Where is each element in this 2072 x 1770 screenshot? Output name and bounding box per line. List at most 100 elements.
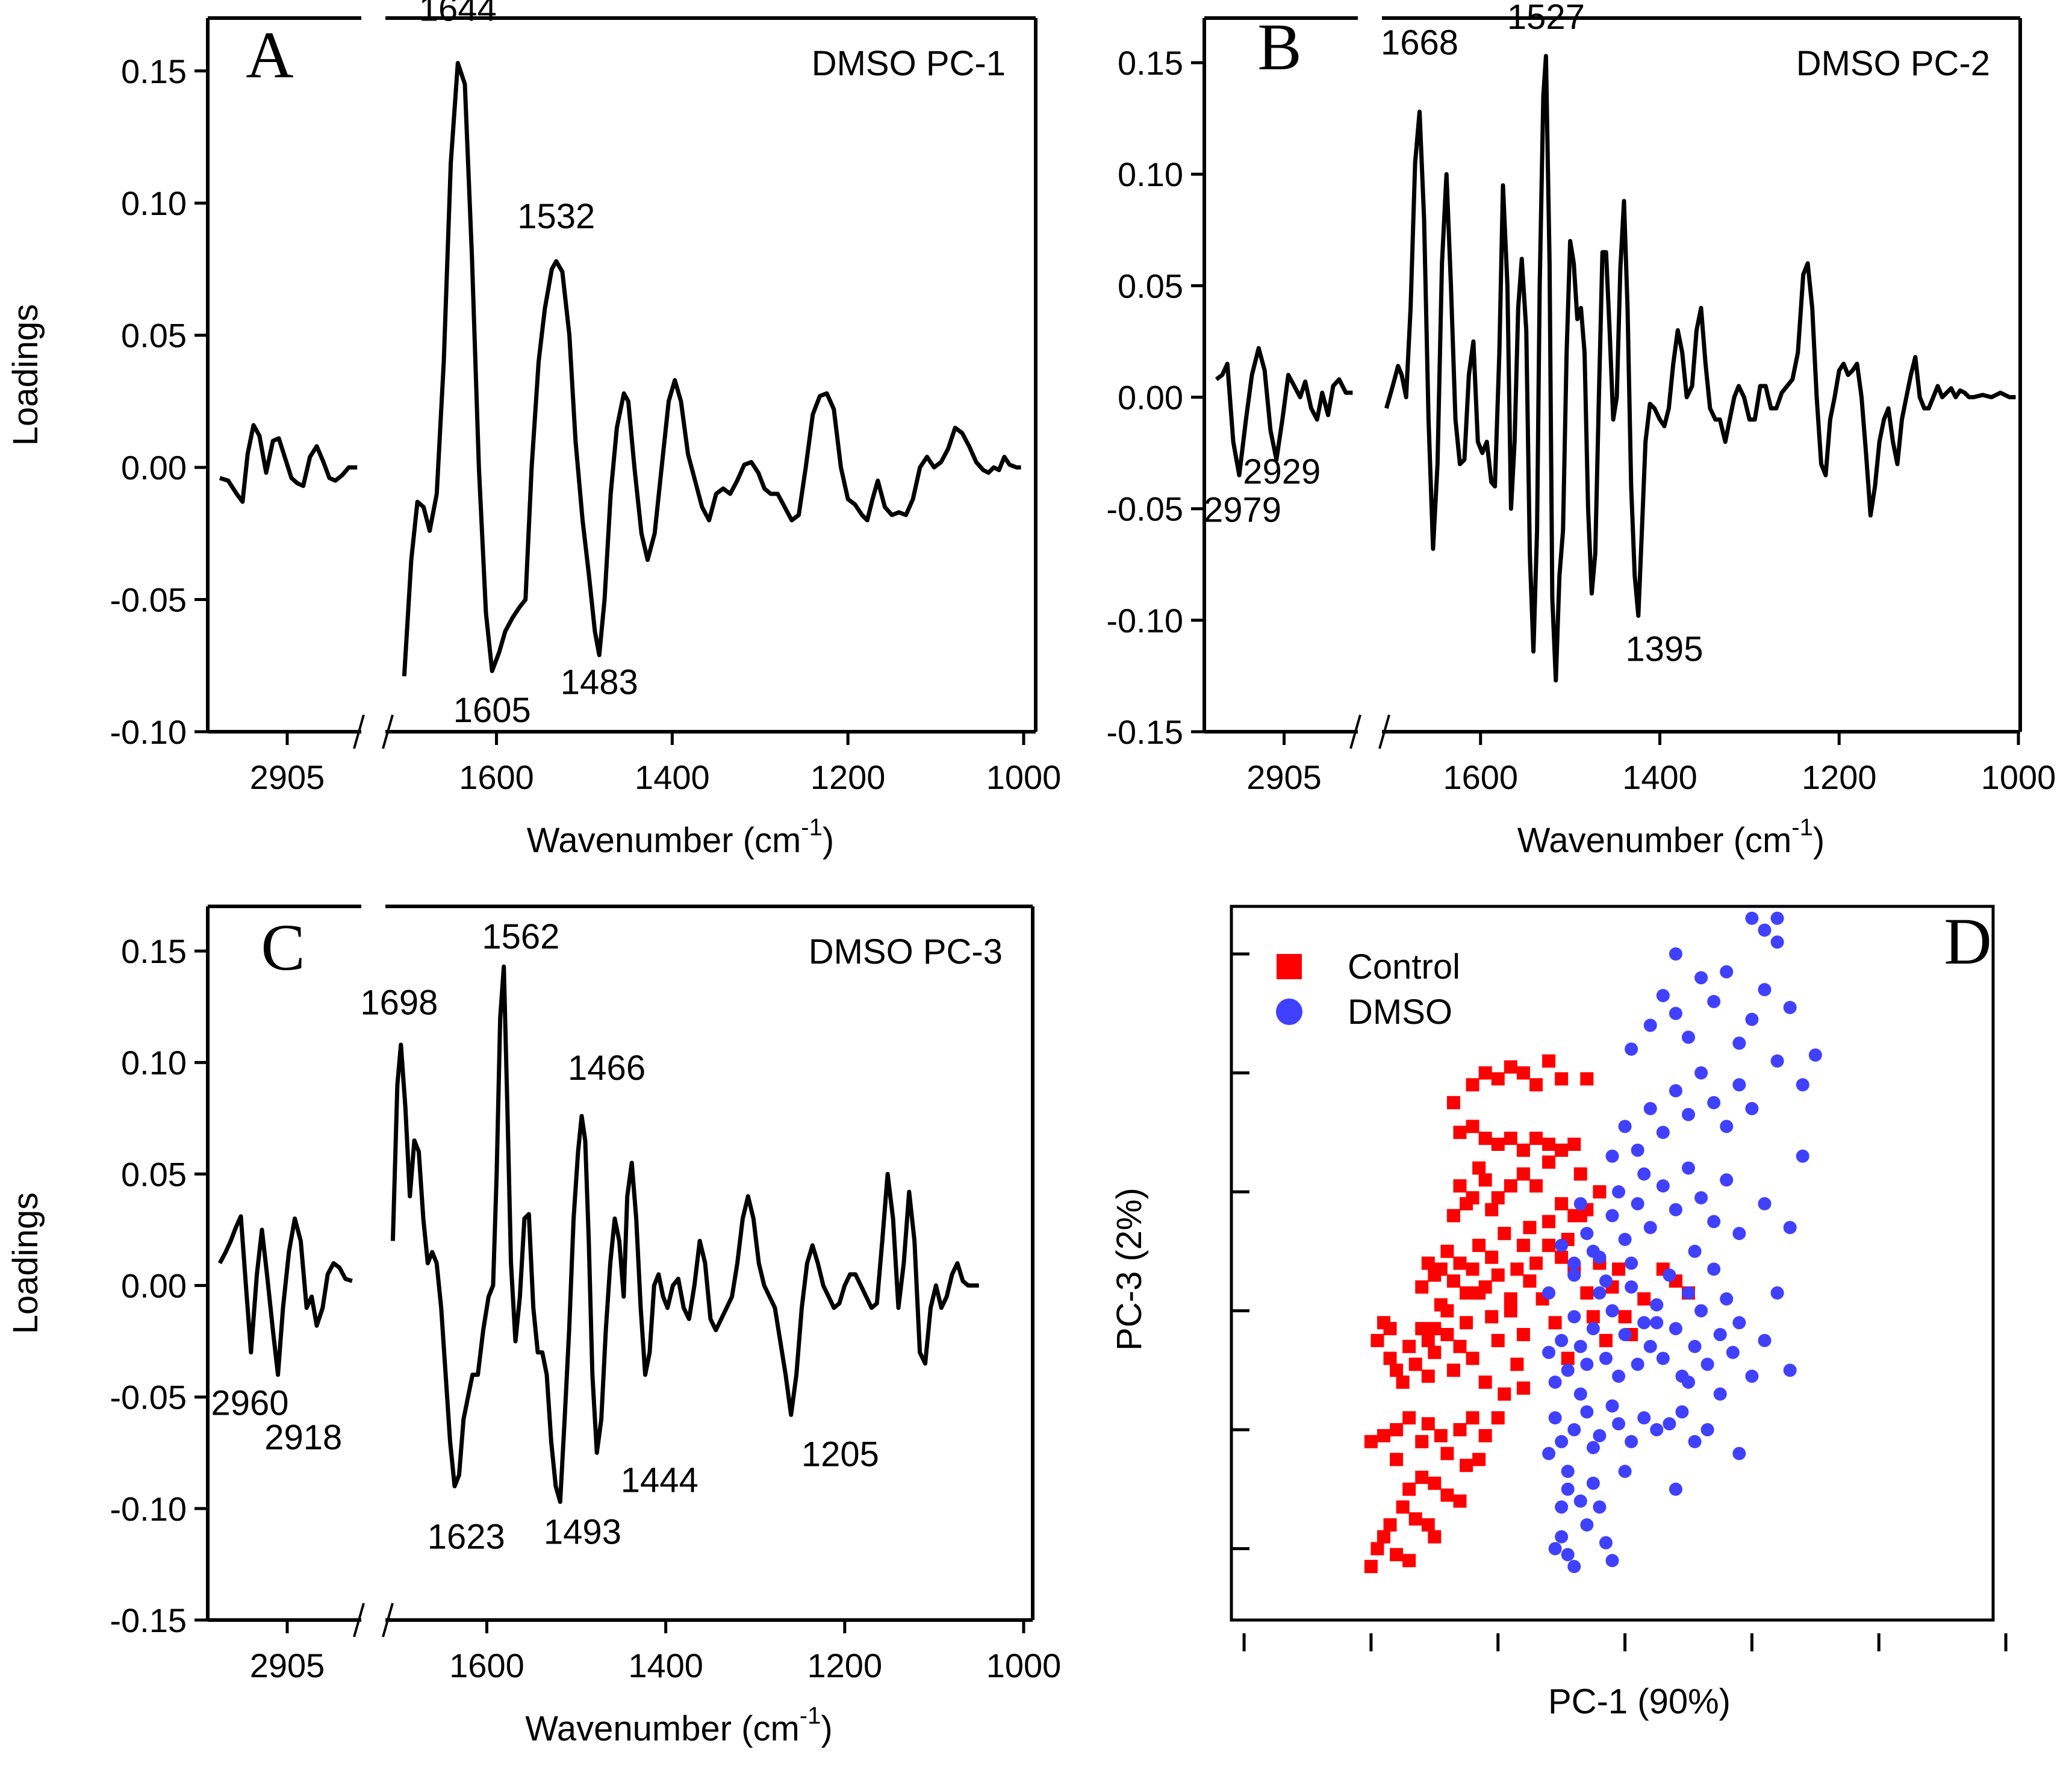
dmso-point <box>1599 1351 1613 1365</box>
dmso-point <box>1605 1399 1619 1413</box>
control-point <box>1415 1435 1429 1448</box>
dmso-point <box>1758 923 1772 937</box>
control-point <box>1599 1333 1613 1347</box>
control-point <box>1428 1345 1442 1359</box>
dmso-point <box>1770 1054 1784 1068</box>
control-point <box>1453 1494 1467 1508</box>
y-tick-label: 0.05 <box>121 1155 187 1193</box>
control-point <box>1491 1191 1505 1204</box>
y-axis-label: Loadings <box>6 304 45 446</box>
control-point <box>1485 1203 1499 1217</box>
panel-title: DMSO PC-3 <box>809 932 1003 971</box>
dmso-point <box>1580 1405 1594 1419</box>
panel-d-score-scatter: Control DMSO PC-1 (90%) PC-3 (2%) D <box>1110 905 2008 1721</box>
dmso-point <box>1567 1560 1581 1574</box>
loading-line-fingerprint <box>402 61 1021 677</box>
control-point <box>1478 1173 1492 1187</box>
control-point <box>1402 1411 1416 1425</box>
control-point <box>1377 1429 1390 1442</box>
y-tick-label: 0.15 <box>121 932 187 970</box>
dmso-point <box>1732 1036 1746 1050</box>
control-point <box>1421 1370 1435 1383</box>
dmso-point <box>1707 1262 1721 1276</box>
x-axis-label-close: ) <box>823 821 834 860</box>
y-tick-label: -0.15 <box>1106 713 1183 751</box>
dmso-point <box>1631 1197 1644 1211</box>
panel-title: DMSO PC-1 <box>812 44 1006 83</box>
dmso-point <box>1561 1482 1575 1496</box>
control-point <box>1390 1363 1404 1377</box>
control-point <box>1453 1339 1467 1353</box>
peak-label: 1698 <box>360 983 438 1023</box>
control-point <box>1529 1132 1543 1145</box>
control-point <box>1523 1274 1537 1288</box>
y-tick-label: 0.00 <box>1118 379 1183 417</box>
loading-line-ch-region <box>1215 346 1353 478</box>
dmso-point <box>1682 1376 1695 1389</box>
dmso-point <box>1567 1268 1581 1282</box>
dmso-point <box>1669 1006 1682 1020</box>
dmso-point <box>1542 1447 1556 1460</box>
dmso-point <box>1593 1429 1607 1442</box>
dmso-point <box>1700 1423 1714 1436</box>
y-tick-label: 0.15 <box>121 52 187 90</box>
control-point <box>1542 1155 1556 1169</box>
panel-letter: A <box>246 18 293 92</box>
x-tick-label: 1600 <box>449 1647 524 1684</box>
dmso-point <box>1675 1405 1689 1419</box>
axis-break-mark <box>353 1603 365 1638</box>
axis-break-mark <box>382 1603 394 1638</box>
dmso-point <box>1783 1363 1797 1377</box>
control-point <box>1523 1221 1537 1235</box>
control-point <box>1485 1250 1499 1264</box>
control-point <box>1478 1066 1492 1080</box>
control-point <box>1529 1256 1543 1270</box>
x-axis-label: PC-1 (90%) <box>1548 1682 1731 1721</box>
peak-label: 1466 <box>568 1049 646 1088</box>
dmso-point <box>1656 1179 1670 1193</box>
y-tick-label: 0.05 <box>121 317 187 355</box>
y-tick-label: -0.10 <box>110 713 187 751</box>
dmso-point <box>1770 935 1784 949</box>
y-tick-label: -0.05 <box>110 581 187 619</box>
dmso-point <box>1732 1227 1746 1241</box>
control-point <box>1491 1268 1505 1282</box>
control-point <box>1415 1471 1429 1484</box>
peak-label: 1483 <box>561 663 638 702</box>
control-point <box>1618 1310 1632 1324</box>
control-point <box>1542 1138 1556 1151</box>
control-point <box>1516 1167 1530 1181</box>
dmso-point <box>1700 1357 1714 1371</box>
loading-line-ch-region <box>219 423 358 504</box>
dmso-point <box>1720 1120 1734 1133</box>
loading-line-fingerprint <box>390 964 979 1504</box>
dmso-point <box>1694 971 1708 985</box>
dmso-point <box>1707 1095 1721 1109</box>
dmso-point <box>1637 1316 1651 1330</box>
control-point <box>1504 1292 1517 1306</box>
dmso-point <box>1561 1548 1575 1562</box>
control-point <box>1504 1179 1517 1193</box>
x-tick-label: 1000 <box>986 1647 1062 1684</box>
peak-label: 2929 <box>1243 452 1321 491</box>
x-axis-label: Wavenumber (cm-1) <box>1517 814 1825 860</box>
y-tick-label: 0.00 <box>121 1267 187 1305</box>
control-point <box>1396 1376 1410 1389</box>
control-point <box>1396 1500 1410 1514</box>
control-point <box>1561 1351 1575 1365</box>
loading-line-ch-region <box>217 1214 353 1377</box>
control-point <box>1370 1333 1384 1347</box>
x-tick-label: 1200 <box>810 758 886 796</box>
dmso-point <box>1707 1215 1721 1229</box>
y-tick-label: -0.05 <box>1106 490 1183 528</box>
dmso-point <box>1555 1238 1569 1252</box>
control-point <box>1446 1095 1460 1109</box>
control-point <box>1440 1244 1454 1258</box>
plot-frame <box>1230 905 1995 1622</box>
panel-c-pc3-loadings: -0.15 -0.10 -0.05 0.00 0.05 0.10 0.15 2905 1600 1… <box>6 905 1062 1748</box>
dmso-point <box>1758 1333 1772 1347</box>
x-tick-label: 1400 <box>628 1647 703 1684</box>
dmso-point <box>1567 1256 1581 1270</box>
dmso-point <box>1631 1143 1644 1157</box>
peak-label: 1395 <box>1625 629 1703 668</box>
